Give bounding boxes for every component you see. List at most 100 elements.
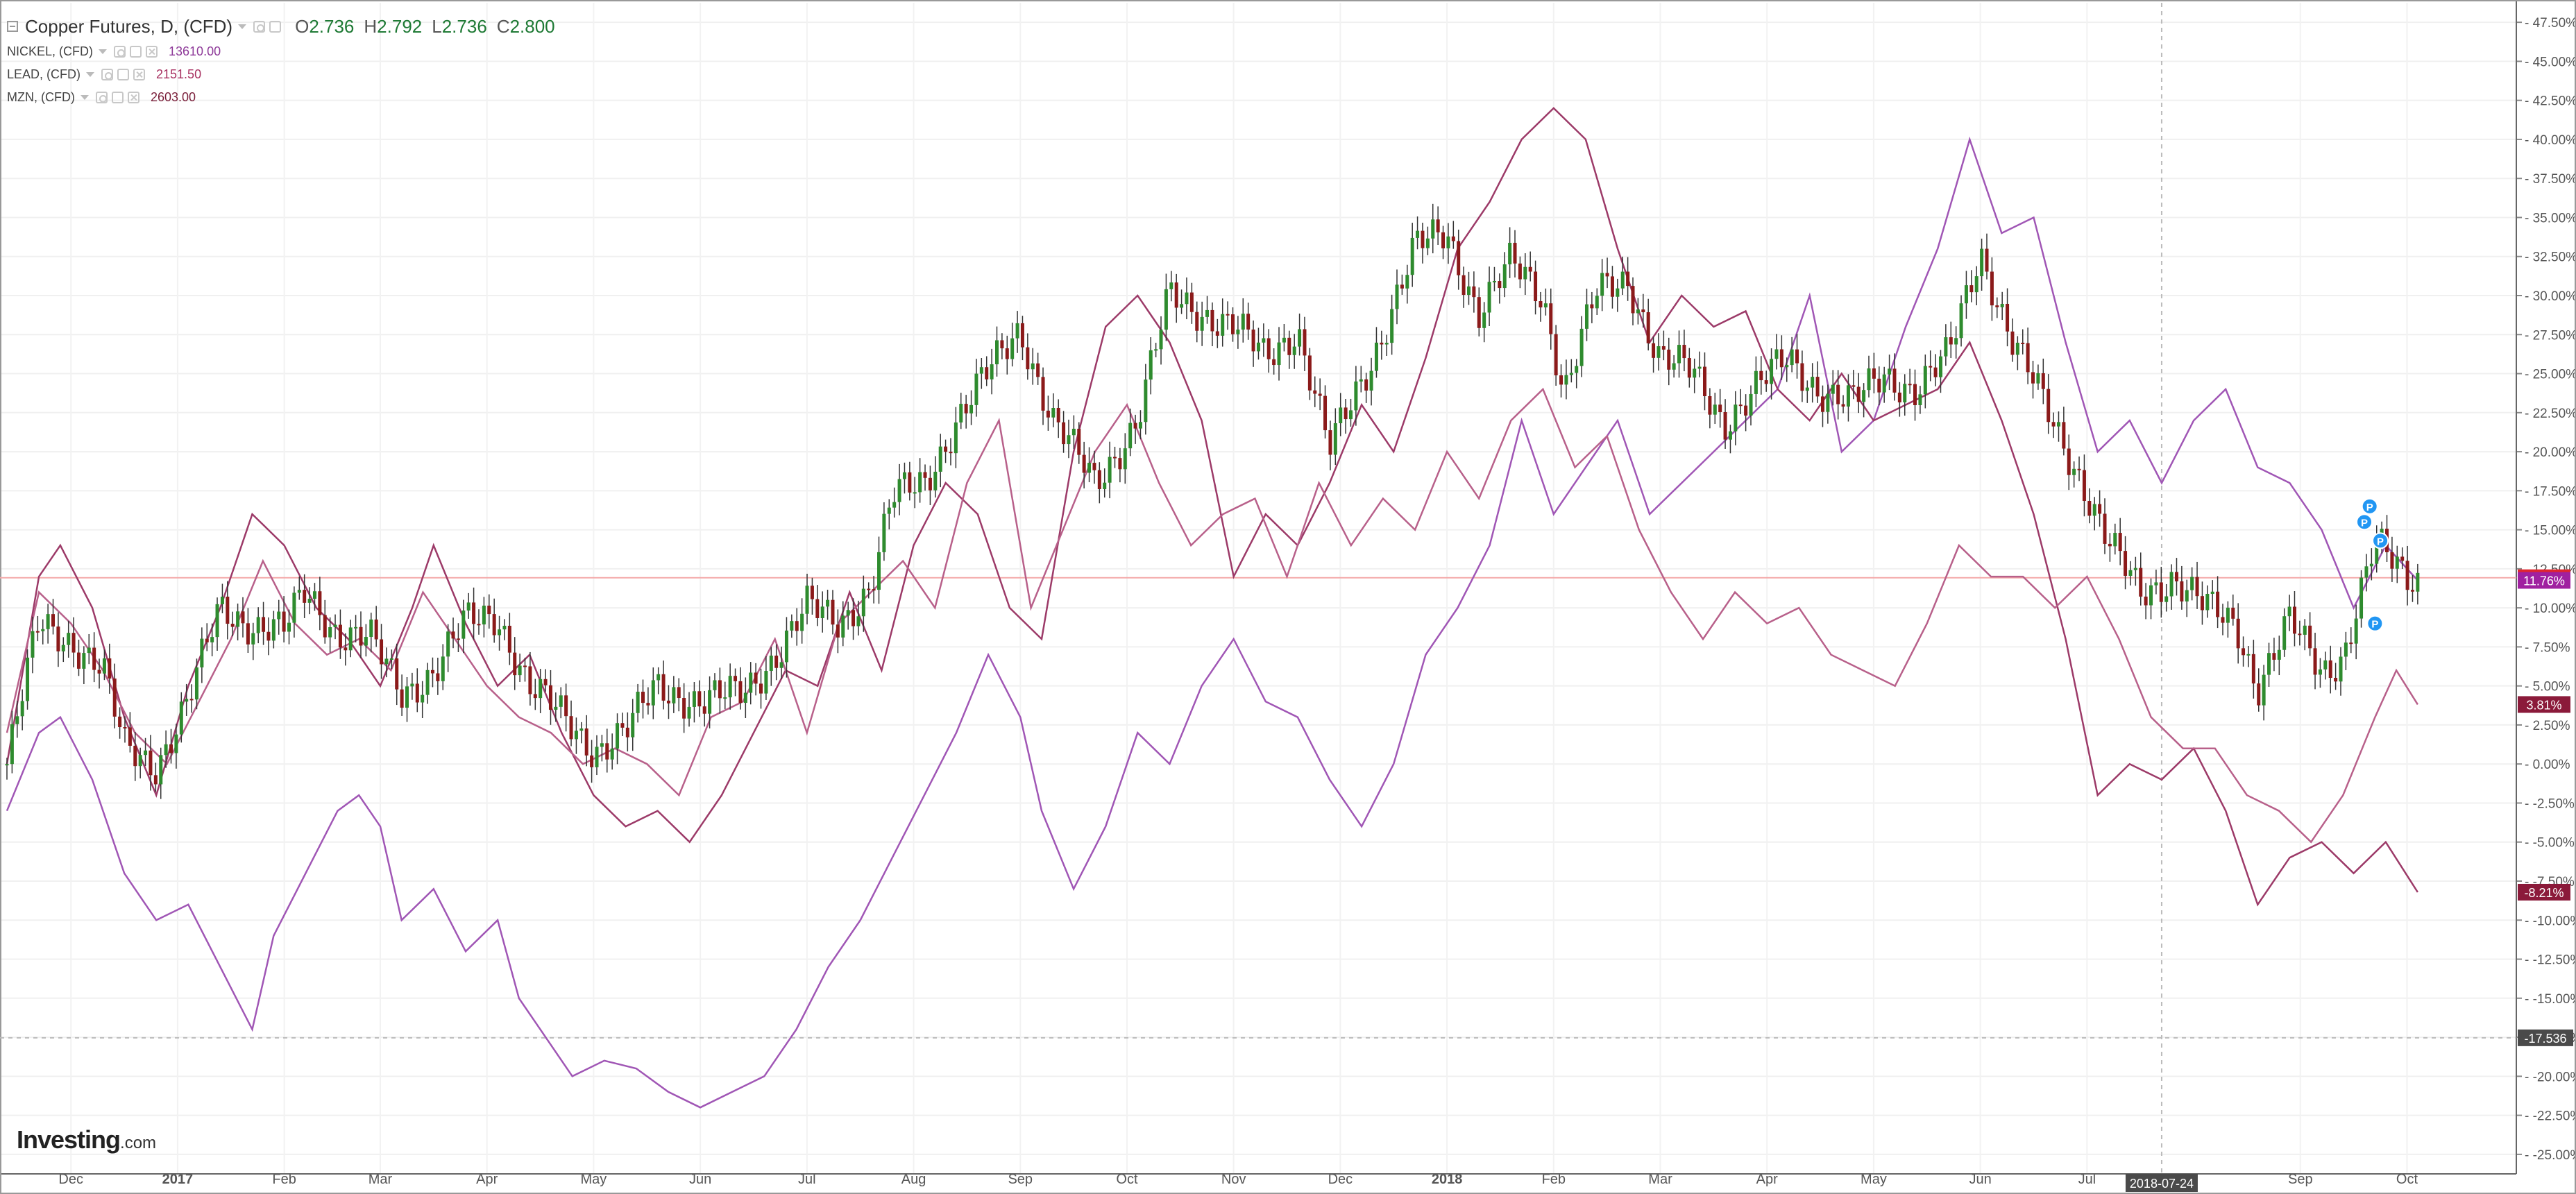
candle-body	[1646, 312, 1650, 343]
candle-body	[1087, 463, 1092, 473]
settings-icon[interactable]	[101, 69, 114, 80]
candle-body	[1051, 408, 1056, 418]
candle-body	[846, 610, 850, 616]
candle-body	[1903, 384, 1907, 402]
candle-body	[1487, 282, 1491, 313]
candle-body	[400, 689, 404, 708]
pin-marker[interactable]: P	[2356, 513, 2373, 531]
candle-body	[600, 743, 604, 747]
candle-body	[1938, 356, 1942, 377]
candle-body	[2154, 582, 2158, 586]
candle-body	[774, 655, 779, 668]
candle-body	[620, 723, 625, 728]
candle-body	[574, 731, 578, 740]
investing-logo[interactable]: Investing.com	[17, 1125, 156, 1154]
pin-marker[interactable]: P	[2372, 532, 2389, 549]
candle-body	[2067, 448, 2071, 475]
hide-icon[interactable]	[111, 92, 124, 103]
candle-body	[1113, 457, 1117, 459]
candle-body	[867, 588, 871, 590]
candle-body	[2344, 642, 2348, 657]
candle-body	[1579, 328, 1584, 366]
main-symbol-title[interactable]: Copper Futures, D, (CFD)	[25, 15, 233, 37]
candle-body	[277, 611, 281, 620]
candle-body	[1836, 384, 1840, 404]
candle-body	[287, 622, 291, 632]
legend-row-nickel[interactable]: NICKEL, (CFD) 13610.00	[7, 40, 555, 63]
pin-marker[interactable]: P	[2366, 615, 2384, 632]
settings-icon[interactable]	[114, 46, 126, 58]
candle-body	[108, 658, 112, 679]
candle-body	[1954, 338, 1958, 345]
chevron-down-icon[interactable]	[238, 24, 247, 29]
legend-main-row[interactable]: Copper Futures, D, (CFD) O 2.736 H 2.792 L…	[7, 12, 555, 40]
candle-body	[1195, 312, 1199, 331]
nickel-label[interactable]: NICKEL, (CFD)	[7, 44, 94, 58]
hide-icon[interactable]	[269, 20, 282, 33]
candle-body	[1062, 422, 1066, 445]
candle-body	[728, 676, 732, 698]
legend-row-lead[interactable]: LEAD, (CFD) 2151.50	[7, 63, 555, 86]
candle-body	[1354, 381, 1358, 411]
close-icon[interactable]	[146, 46, 158, 58]
candle-body	[2026, 343, 2030, 373]
candle-body	[1307, 355, 1312, 391]
candle-body	[1508, 242, 1512, 265]
candle-body	[2108, 543, 2112, 547]
candle-body	[1384, 343, 1389, 345]
settings-icon[interactable]	[253, 20, 266, 33]
candle-body	[1852, 385, 1856, 387]
candle-body	[784, 630, 788, 663]
y-tick-label: - 0.00%	[2525, 758, 2570, 772]
y-tick-label: - 10.00%	[2525, 602, 2576, 616]
candle-body	[1461, 275, 1466, 295]
candle-body	[1682, 345, 1686, 359]
pin-circle	[2361, 497, 2378, 515]
close-icon[interactable]	[127, 92, 139, 103]
settings-icon[interactable]	[95, 92, 108, 103]
chevron-down-icon[interactable]	[86, 72, 95, 77]
candle-body	[1272, 359, 1276, 366]
chevron-down-icon[interactable]	[80, 95, 89, 100]
candle-body	[815, 599, 820, 618]
pin-marker[interactable]: P	[2361, 497, 2378, 515]
candle-body	[1697, 366, 1702, 369]
candle-body	[836, 624, 840, 638]
candle-body	[149, 750, 153, 776]
close-icon[interactable]	[133, 69, 146, 80]
candle-body	[543, 679, 548, 685]
chevron-down-icon[interactable]	[99, 49, 108, 54]
candle-body	[1985, 248, 1989, 272]
candle-body	[1528, 266, 1532, 272]
candle-body	[831, 599, 835, 625]
candle-body	[548, 685, 552, 710]
mzn-value: 2603.00	[150, 90, 196, 104]
candle-body	[102, 658, 106, 674]
y-tick-label: - 45.00%	[2525, 55, 2576, 69]
candle-body	[210, 637, 214, 642]
candle-body	[2339, 656, 2343, 682]
collapse-icon[interactable]	[7, 21, 18, 32]
hide-icon[interactable]	[117, 69, 130, 80]
candle-body	[1616, 288, 1620, 297]
candle-body	[112, 679, 117, 717]
candle-body	[1995, 305, 1999, 307]
x-tick-label: Oct	[1116, 1172, 1138, 1187]
candle-body	[2133, 568, 2137, 570]
candle-body	[2174, 572, 2178, 581]
candle-body	[461, 610, 466, 639]
candle-body	[1661, 346, 1666, 350]
hide-icon[interactable]	[130, 46, 142, 58]
candle-body	[1539, 301, 1543, 308]
candle-body	[1128, 423, 1133, 449]
candle-body	[1159, 330, 1163, 350]
lead-label[interactable]: LEAD, (CFD)	[7, 67, 81, 81]
pin-circle	[2366, 615, 2384, 632]
candle-body	[430, 670, 434, 674]
candle-body	[1036, 363, 1040, 377]
legend-row-mzn[interactable]: MZN, (CFD) 2603.00	[7, 86, 555, 109]
candle-body	[1543, 303, 1548, 308]
candle-body	[1005, 348, 1009, 359]
mzn-label[interactable]: MZN, (CFD)	[7, 90, 75, 104]
